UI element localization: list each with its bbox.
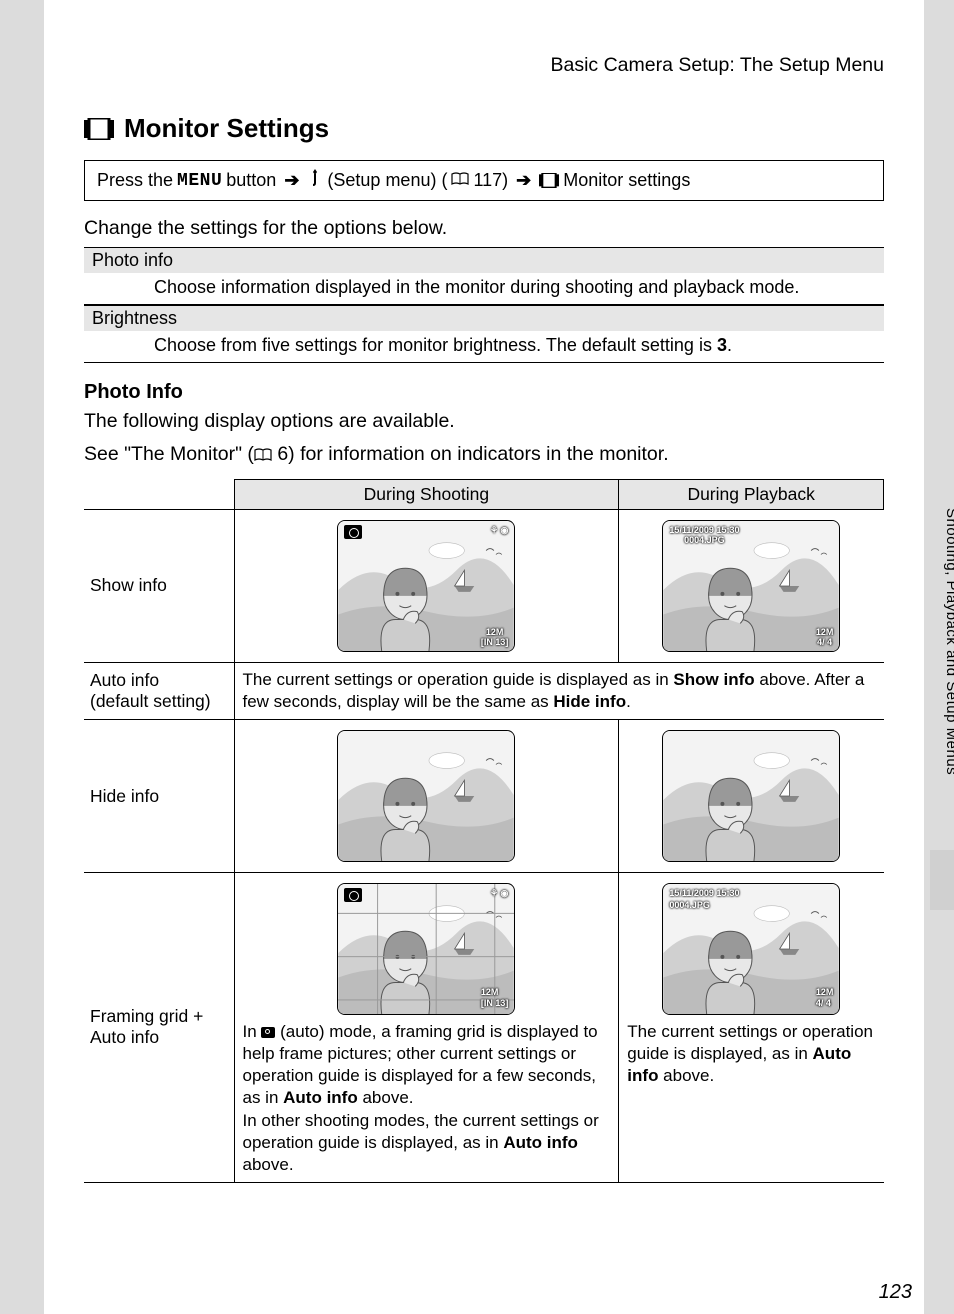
wrench-icon <box>307 169 323 192</box>
page-number: 123 <box>879 1281 912 1304</box>
col-header: During Playback <box>619 479 884 509</box>
arrow-icon: ➔ <box>516 170 531 191</box>
option-desc: Choose information displayed in the moni… <box>84 273 884 305</box>
option-name: Photo info <box>84 247 884 273</box>
display-options-table: During Shooting During Playback Show inf… <box>84 479 884 1183</box>
nav-text: (Setup menu) ( <box>327 170 447 191</box>
overlay-date: 15/11/2009 15:300004.JPG <box>669 525 739 545</box>
navigation-path: Press the MENU button ➔ (Setup menu) ( 1… <box>84 160 884 201</box>
chapter-header: Basic Camera Setup: The Setup Menu <box>84 54 884 77</box>
row-label: Auto info (default setting) <box>84 662 234 719</box>
playback-preview: 15/11/2009 15:300004.JPG 12M4/ 4 <box>662 883 840 1015</box>
side-chapter-label: Shooting, Playback and Setup Menus <box>939 500 954 783</box>
book-icon <box>451 170 469 191</box>
sub-text: See "The Monitor" ( 6) for information o… <box>84 441 884 469</box>
table-row: Auto info (default setting) The current … <box>84 662 884 719</box>
side-thumb-tab <box>930 850 954 910</box>
overlay-counter: 12M4/ 4 <box>816 627 834 647</box>
row-label: Framing grid + Auto info <box>84 873 234 1183</box>
col-header: During Shooting <box>234 479 619 509</box>
monitor-icon <box>539 173 559 188</box>
arrow-icon: ➔ <box>284 170 299 191</box>
thumbnail-cell <box>619 720 884 873</box>
row-label: Show info <box>84 509 234 662</box>
overlay-icons: ⚘ ◉ <box>490 888 508 900</box>
manual-page: Basic Camera Setup: The Setup Menu Monit… <box>44 0 924 1314</box>
options-list: Photo info Choose information displayed … <box>84 247 884 363</box>
overlay-icons: ⚘ ◉ <box>490 525 508 536</box>
sub-text: The following display options are availa… <box>84 408 884 434</box>
nav-text: Monitor settings <box>563 170 690 191</box>
playback-preview-blank <box>662 730 840 862</box>
thumbnail-cell <box>234 720 619 873</box>
shooting-preview-blank <box>337 730 515 862</box>
option-name: Brightness <box>84 305 884 331</box>
subsection-heading: Photo Info <box>84 381 884 404</box>
camera-icon <box>344 525 362 539</box>
option-desc: Choose from five settings for monitor br… <box>84 331 884 363</box>
table-row: Show info ⚘ ◉ 12M[IN 13] 15/11/2009 15:3… <box>84 509 884 662</box>
overlay-counter: 12M[IN 13] <box>481 627 509 647</box>
monitor-icon <box>84 118 114 140</box>
nav-text: Press the <box>97 170 173 191</box>
thumbnail-cell: ⚘ ◉ 12M[IN 13] <box>234 509 619 662</box>
thumbnail-cell: 15/11/2009 15:300004.JPG 12M4/ 4 <box>619 509 884 662</box>
framing-shooting-cell: ⚘ ◉ 12M[IN 13] In (auto) mode, a framing… <box>234 873 619 1183</box>
section-title: Monitor Settings <box>84 113 884 144</box>
shooting-preview-grid: ⚘ ◉ 12M[IN 13] <box>337 883 515 1015</box>
intro-text: Change the settings for the options belo… <box>84 215 884 241</box>
nav-text: 117) <box>473 170 508 191</box>
book-icon <box>254 443 272 469</box>
row-label: Hide info <box>84 720 234 873</box>
playback-preview: 15/11/2009 15:300004.JPG 12M4/ 4 <box>662 520 840 652</box>
auto-info-desc: The current settings or operation guide … <box>234 662 884 719</box>
overlay-date: 15/11/2009 15:300004.JPG <box>669 888 739 911</box>
menu-button-label: MENU <box>177 171 222 191</box>
nav-text: button <box>226 170 276 191</box>
overlay-counter: 12M[IN 13] <box>481 987 509 1010</box>
table-row: Framing grid + Auto info ⚘ ◉ 12M[IN 13] … <box>84 873 884 1183</box>
shooting-preview: ⚘ ◉ 12M[IN 13] <box>337 520 515 652</box>
section-title-text: Monitor Settings <box>124 113 329 144</box>
framing-playback-cell: 15/11/2009 15:300004.JPG 12M4/ 4 The cur… <box>619 873 884 1183</box>
camera-icon <box>261 1027 275 1038</box>
overlay-counter: 12M4/ 4 <box>816 987 834 1010</box>
camera-icon <box>344 888 362 902</box>
table-row: Hide info <box>84 720 884 873</box>
